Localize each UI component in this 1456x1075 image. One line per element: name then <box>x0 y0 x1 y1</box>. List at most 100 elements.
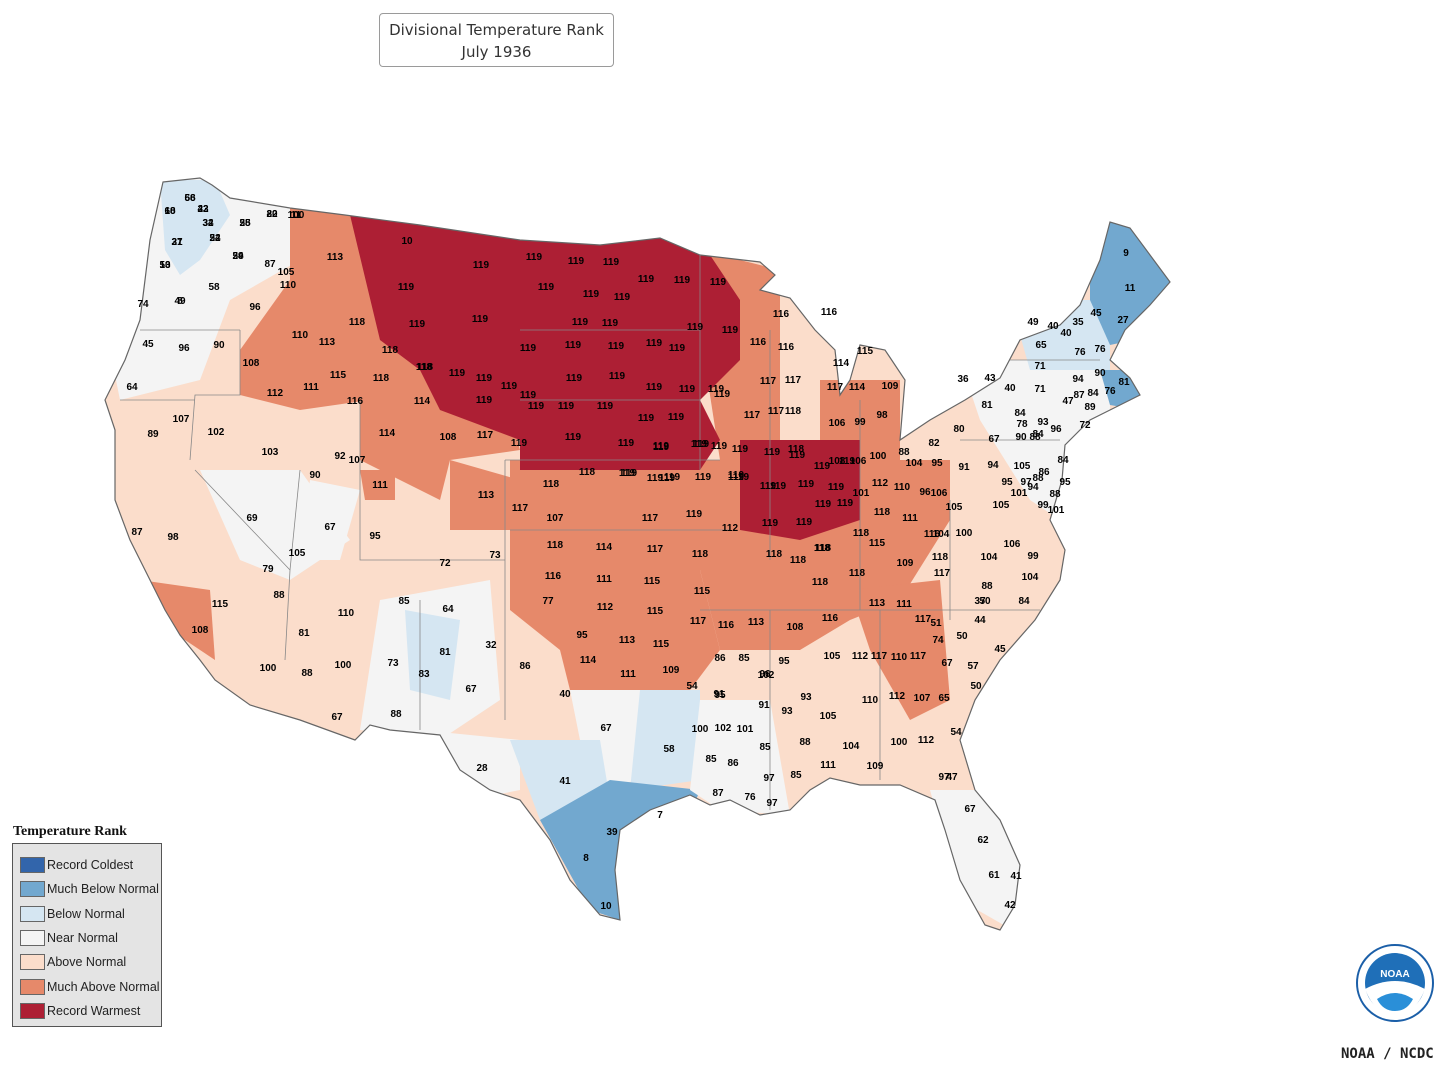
division-rank-label: 119 <box>691 439 708 450</box>
division-rank-label: 88 <box>1032 473 1044 484</box>
division-rank-label: 95 <box>369 531 381 542</box>
division-rank-label: 112 <box>852 651 869 662</box>
division-rank-label: 119 <box>815 499 832 510</box>
division-rank-label: 119 <box>669 343 686 354</box>
division-rank-label: 111 <box>620 669 636 680</box>
division-rank-label: 49 <box>174 296 186 307</box>
division-rank-label: 81 <box>1118 377 1130 388</box>
division-rank-label: 58 <box>208 282 220 293</box>
division-rank-label: 95 <box>576 630 588 641</box>
division-rank-label: 109 <box>867 761 884 772</box>
division-rank-label: 105 <box>946 502 963 513</box>
division-rank-label: 101 <box>853 488 870 499</box>
map-subtitle-date: July 1936 <box>461 43 532 61</box>
division-rank-label: 9 <box>1123 248 1129 259</box>
map-title-box: Divisional Temperature Rank July 1936 <box>379 13 614 67</box>
division-rank-label: 94 <box>1072 374 1084 385</box>
division-rank-label: 22 <box>197 204 209 215</box>
division-rank-label: 118 <box>785 406 802 417</box>
division-rank-label: 115 <box>857 346 874 357</box>
division-rank-label: 115 <box>212 599 229 610</box>
legend-item-record-warmest: Record Warmest <box>13 999 161 1023</box>
division-rank-label: 116 <box>718 620 735 631</box>
division-rank-label: 103 <box>262 447 279 458</box>
colorado-much-above <box>360 470 395 500</box>
division-rank-label: 117 <box>910 651 927 662</box>
division-rank-label: 119 <box>653 441 670 452</box>
division-rank-label: 106 <box>829 418 846 429</box>
division-rank-label: 117 <box>512 503 529 514</box>
division-rank-label: 105 <box>824 651 841 662</box>
legend-label: Record Coldest <box>47 858 134 873</box>
division-rank-label: 22 <box>266 209 278 220</box>
division-rank-label: 111 <box>902 513 918 524</box>
division-rank-label: 51 <box>930 618 942 629</box>
legend-swatch <box>20 1002 45 1019</box>
division-rank-label: 95 <box>1001 477 1013 488</box>
division-rank-label: 110 <box>891 652 908 663</box>
division-rank-label: 62 <box>977 835 989 846</box>
division-rank-label: 85 <box>759 742 771 753</box>
division-rank-label: 71 <box>1034 361 1046 372</box>
division-rank-label: 119 <box>528 401 545 412</box>
division-rank-label: 119 <box>664 472 681 483</box>
border-ut-co <box>359 400 505 561</box>
division-rank-label: 87 <box>1073 390 1085 401</box>
division-rank-label: 119 <box>728 470 745 481</box>
division-rank-label: 118 <box>547 540 564 551</box>
division-rank-label: 106 <box>850 456 867 467</box>
division-rank-label: 96 <box>178 343 190 354</box>
division-rank-label: 119 <box>798 479 815 490</box>
border-nv-ut <box>289 469 301 571</box>
division-rank-label: 67 <box>964 804 976 815</box>
division-rank-label: 105 <box>1014 461 1031 472</box>
division-rank-label: 119 <box>565 432 582 443</box>
division-rank-label: 90 <box>213 340 225 351</box>
division-rank-label: 25 <box>239 218 251 229</box>
division-rank-label: 86 <box>1038 467 1050 478</box>
division-rank-label: 115 <box>330 370 347 381</box>
east-texas-below <box>630 690 700 790</box>
division-rank-label: 117 <box>642 513 659 524</box>
division-rank-label: 37 <box>974 596 986 607</box>
division-rank-label: 119 <box>674 275 691 286</box>
division-rank-label: 44 <box>974 615 986 626</box>
division-rank-label: 117 <box>768 406 785 417</box>
division-rank-label: 97 <box>763 773 775 784</box>
legend-item-much-below-normal: Much Below Normal <box>13 877 161 901</box>
legend-item-near-normal: Near Normal <box>13 926 161 950</box>
division-rank-label: 112 <box>889 691 906 702</box>
division-rank-label: 56 <box>184 193 196 204</box>
division-rank-label: 40 <box>559 689 571 700</box>
division-rank-label: 111 <box>896 599 912 610</box>
division-rank-label: 37 <box>171 237 183 248</box>
division-rank-label: 50 <box>956 631 968 642</box>
division-rank-label: 41 <box>1010 871 1022 882</box>
division-rank-label: 117 <box>647 544 664 555</box>
division-rank-label: 69 <box>246 513 258 524</box>
division-rank-label: 119 <box>837 498 854 509</box>
legend-label: Record Warmest <box>47 1003 141 1018</box>
legend-label: Above Normal <box>47 955 127 970</box>
division-rank-label: 107 <box>547 513 564 524</box>
division-rank-label: 88 <box>799 737 811 748</box>
division-rank-label: 11 <box>1125 283 1136 294</box>
division-rank-label: 115 <box>647 606 664 617</box>
division-rank-label: 111 <box>596 574 612 585</box>
division-rank-label: 21 <box>171 237 183 248</box>
noaa-logo-text: NOAA <box>1380 969 1409 980</box>
division-rank-label: 119 <box>728 472 745 483</box>
division-rank-label: 84 <box>1057 455 1069 466</box>
new-mexico-below <box>405 610 460 700</box>
division-rank-label: 119 <box>621 468 638 479</box>
division-rank-label: 99 <box>1027 551 1039 562</box>
division-rank-label: 99 <box>1037 500 1049 511</box>
division-rank-label: 108 <box>787 622 804 633</box>
division-rank-label: 11 <box>291 210 302 221</box>
noaa-ncdc-credit: NOAA / NCDC <box>1341 1046 1434 1062</box>
division-rank-label: 117 <box>934 568 951 579</box>
division-rank-label: 119 <box>722 325 739 336</box>
division-rank-label: 119 <box>558 401 575 412</box>
division-rank-label: 119 <box>679 384 696 395</box>
division-rank-label: 108 <box>829 456 846 467</box>
